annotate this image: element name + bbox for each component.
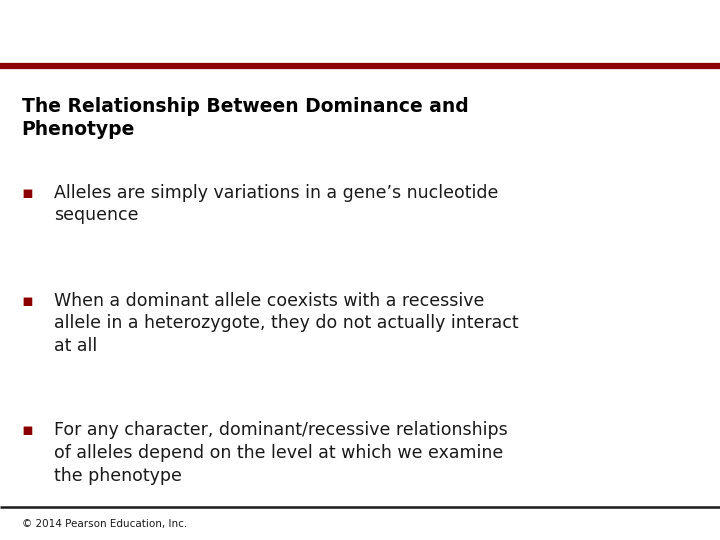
Text: ▪: ▪ xyxy=(22,292,33,309)
Text: For any character, dominant/recessive relationships
of alleles depend on the lev: For any character, dominant/recessive re… xyxy=(54,421,508,485)
Text: ▪: ▪ xyxy=(22,184,33,201)
Text: When a dominant allele coexists with a recessive
allele in a heterozygote, they : When a dominant allele coexists with a r… xyxy=(54,292,518,355)
Text: © 2014 Pearson Education, Inc.: © 2014 Pearson Education, Inc. xyxy=(22,519,187,529)
Text: ▪: ▪ xyxy=(22,421,33,439)
Text: The Relationship Between Dominance and
Phenotype: The Relationship Between Dominance and P… xyxy=(22,97,468,139)
Text: Alleles are simply variations in a gene’s nucleotide
sequence: Alleles are simply variations in a gene’… xyxy=(54,184,498,225)
